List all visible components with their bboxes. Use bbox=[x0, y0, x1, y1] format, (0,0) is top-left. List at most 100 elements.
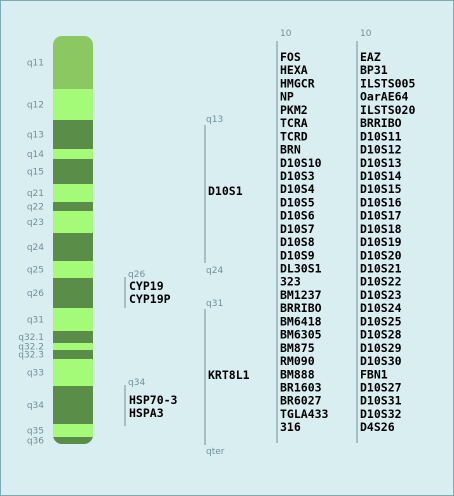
gene-label: BM875 bbox=[280, 341, 315, 355]
gene-label: BP31 bbox=[360, 63, 388, 77]
gene-label: NP bbox=[280, 90, 294, 104]
gene-label: D10S27 bbox=[360, 381, 402, 395]
group-bottom-band: qter bbox=[206, 447, 225, 457]
band-label: q32.3 bbox=[18, 351, 44, 361]
gene-label: BM888 bbox=[280, 367, 315, 381]
band-q13 bbox=[53, 120, 93, 149]
chromosome-bands bbox=[53, 36, 93, 444]
gene-label: BRN bbox=[280, 143, 301, 157]
band-label: q21 bbox=[27, 189, 44, 199]
gene-label: D10S20 bbox=[360, 248, 402, 262]
band-label: q35 bbox=[27, 427, 44, 437]
gene-label: D10S3 bbox=[280, 169, 315, 183]
band-q24 bbox=[53, 233, 93, 261]
band-q11 bbox=[53, 36, 93, 89]
gene-label: EAZ bbox=[360, 50, 381, 64]
band-label: q23 bbox=[27, 218, 44, 228]
band-labels: q11 q12 q13 q14 q15 q21 q22 q23 q24 q25 q26 q31 q32.… bbox=[18, 59, 44, 447]
locus-gene: CYP19P bbox=[129, 292, 171, 306]
group-locus-label: D10S1 bbox=[208, 184, 243, 198]
gene-label: PKM2 bbox=[280, 103, 308, 117]
band-label: q12 bbox=[27, 101, 44, 111]
band-label: q22 bbox=[27, 203, 44, 213]
middle-locus-groups: q13 D10S1 q24 q31 KRT8L1 qter bbox=[204, 115, 250, 457]
gene-label: D10S7 bbox=[280, 222, 315, 236]
band-q26 bbox=[53, 278, 93, 308]
band-q12 bbox=[53, 89, 93, 120]
gene-label: D10S32 bbox=[360, 407, 402, 421]
gene-label: BRRIBO bbox=[280, 301, 322, 315]
locus-band-label: q34 bbox=[128, 378, 145, 388]
group-top-band: q13 bbox=[206, 115, 223, 125]
band-label: q32.2 bbox=[18, 343, 44, 353]
locus-gene: HSP70-3 bbox=[129, 393, 178, 407]
gene-label: D10S14 bbox=[360, 169, 402, 183]
band-q32-1 bbox=[53, 331, 93, 343]
band-label: q14 bbox=[27, 150, 44, 160]
band-q21 bbox=[53, 184, 93, 202]
gene-label: D10S21 bbox=[360, 262, 402, 276]
gene-label: BRRIBO bbox=[360, 116, 402, 130]
gene-label: BR1603 bbox=[280, 381, 322, 395]
band-label: q26 bbox=[27, 289, 44, 299]
gene-label: BR6027 bbox=[280, 394, 322, 408]
band-q23 bbox=[53, 211, 93, 233]
group-bottom-band: q24 bbox=[206, 266, 223, 276]
locus-gene: CYP19 bbox=[129, 279, 164, 293]
band-q36 bbox=[53, 437, 93, 444]
band-label: q32.1 bbox=[18, 333, 44, 343]
column-header: 10 bbox=[360, 29, 372, 39]
gene-label: BM1237 bbox=[280, 288, 322, 302]
band-q22 bbox=[53, 202, 93, 211]
gene-label: D10S5 bbox=[280, 195, 315, 209]
band-label: q15 bbox=[27, 168, 44, 178]
band-q25 bbox=[53, 261, 93, 278]
gene-label: D10S24 bbox=[360, 301, 402, 315]
locus-gene: HSPA3 bbox=[129, 406, 164, 420]
gene-label: D4S26 bbox=[360, 420, 395, 434]
gene-label: TCRD bbox=[280, 129, 308, 143]
gene-label: HMGCR bbox=[280, 76, 315, 90]
gene-columns: 10FOSHEXAHMGCRNPPKM2TCRATCRDBRND10S10D10… bbox=[276, 29, 415, 443]
group-locus-label: KRT8L1 bbox=[208, 368, 250, 382]
band-label: q13 bbox=[27, 131, 44, 141]
band-label: q34 bbox=[27, 401, 44, 411]
band-label: q24 bbox=[27, 243, 44, 253]
gene-label: D10S22 bbox=[360, 275, 402, 289]
gene-label: D10S29 bbox=[360, 341, 402, 355]
band-q33 bbox=[53, 359, 93, 386]
gene-label: FBN1 bbox=[360, 367, 388, 381]
band-q32-2 bbox=[53, 343, 93, 350]
band-q34 bbox=[53, 386, 93, 424]
gene-label: FOS bbox=[280, 50, 301, 64]
gene-label: ILSTS005 bbox=[360, 76, 415, 90]
gene-label: BM6418 bbox=[280, 314, 322, 328]
gene-label: D10S10 bbox=[280, 156, 322, 170]
gene-label: D10S18 bbox=[360, 222, 402, 236]
gene-label: D10S17 bbox=[360, 209, 402, 223]
gene-label: D10S6 bbox=[280, 209, 315, 223]
band-label: q31 bbox=[27, 316, 44, 326]
gene-label: D10S4 bbox=[280, 182, 315, 196]
gene-label: TGLA433 bbox=[280, 407, 329, 421]
band-q31 bbox=[53, 308, 93, 331]
gene-label: 323 bbox=[280, 275, 301, 289]
gene-label: D10S25 bbox=[360, 314, 402, 328]
gene-label: OarAE64 bbox=[360, 90, 409, 104]
band-q32-3 bbox=[53, 350, 93, 359]
gene-label: D10S19 bbox=[360, 235, 402, 249]
band-label: q11 bbox=[27, 59, 44, 69]
gene-label: D10S12 bbox=[360, 143, 402, 157]
gene-label: RM090 bbox=[280, 354, 315, 368]
gene-label: D10S9 bbox=[280, 248, 315, 262]
band-label: q25 bbox=[27, 266, 44, 276]
locus-band-label: q26 bbox=[128, 270, 145, 280]
column-header: 10 bbox=[280, 29, 292, 39]
gene-label: D10S11 bbox=[360, 129, 402, 143]
gene-label: ILSTS020 bbox=[360, 103, 415, 117]
gene-label: D10S13 bbox=[360, 156, 402, 170]
gene-label: D10S28 bbox=[360, 328, 402, 342]
